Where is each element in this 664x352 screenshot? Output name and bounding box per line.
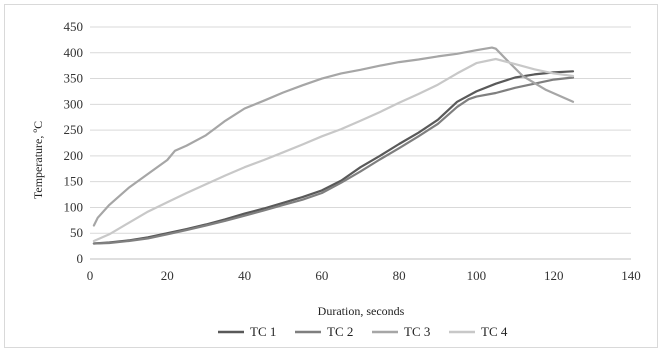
gridlines: [90, 26, 631, 260]
x-tick-label: 40: [238, 268, 251, 283]
y-tick-label: 100: [64, 199, 84, 214]
series-lines: [92, 46, 575, 245]
series-line-tc-2: [92, 76, 575, 245]
legend-label: TC 3: [404, 324, 430, 339]
x-tick-label: 120: [544, 268, 564, 283]
x-tick-label: 140: [621, 268, 641, 283]
y-tick-label: 450: [64, 19, 84, 34]
chart-frame: [4, 4, 658, 348]
series-line-tc-3: [92, 46, 575, 227]
y-axis-label: Temperature, ºC: [31, 121, 45, 199]
y-tick-label: 150: [64, 174, 84, 189]
y-tick-label: 200: [64, 148, 84, 163]
y-tick-label: 400: [64, 45, 84, 60]
x-tick-label: 100: [467, 268, 487, 283]
series-line-tc-4: [92, 57, 575, 243]
x-axis-label: Duration, seconds: [318, 304, 405, 318]
y-tick-label: 350: [64, 71, 84, 86]
x-tick-label: 0: [87, 268, 94, 283]
series-line-tc-1: [92, 70, 575, 245]
x-tick-label: 20: [161, 268, 174, 283]
x-tick-labels: 0 20 40 60 80 100 120 140: [87, 268, 641, 283]
legend-label: TC 2: [327, 324, 353, 339]
y-tick-label: 0: [77, 251, 84, 266]
y-tick-label: 300: [64, 96, 84, 111]
x-tick-label: 80: [393, 268, 406, 283]
y-tick-label: 250: [64, 122, 84, 137]
y-tick-label: 50: [70, 225, 83, 240]
legend-label: TC 1: [250, 324, 276, 339]
y-tick-labels: 0 50 100 150 200 250 300 350 400 450: [64, 19, 84, 266]
legend-label: TC 4: [481, 324, 508, 339]
x-tick-label: 60: [315, 268, 328, 283]
legend: TC 1 TC 2 TC 3 TC 4: [218, 324, 508, 339]
